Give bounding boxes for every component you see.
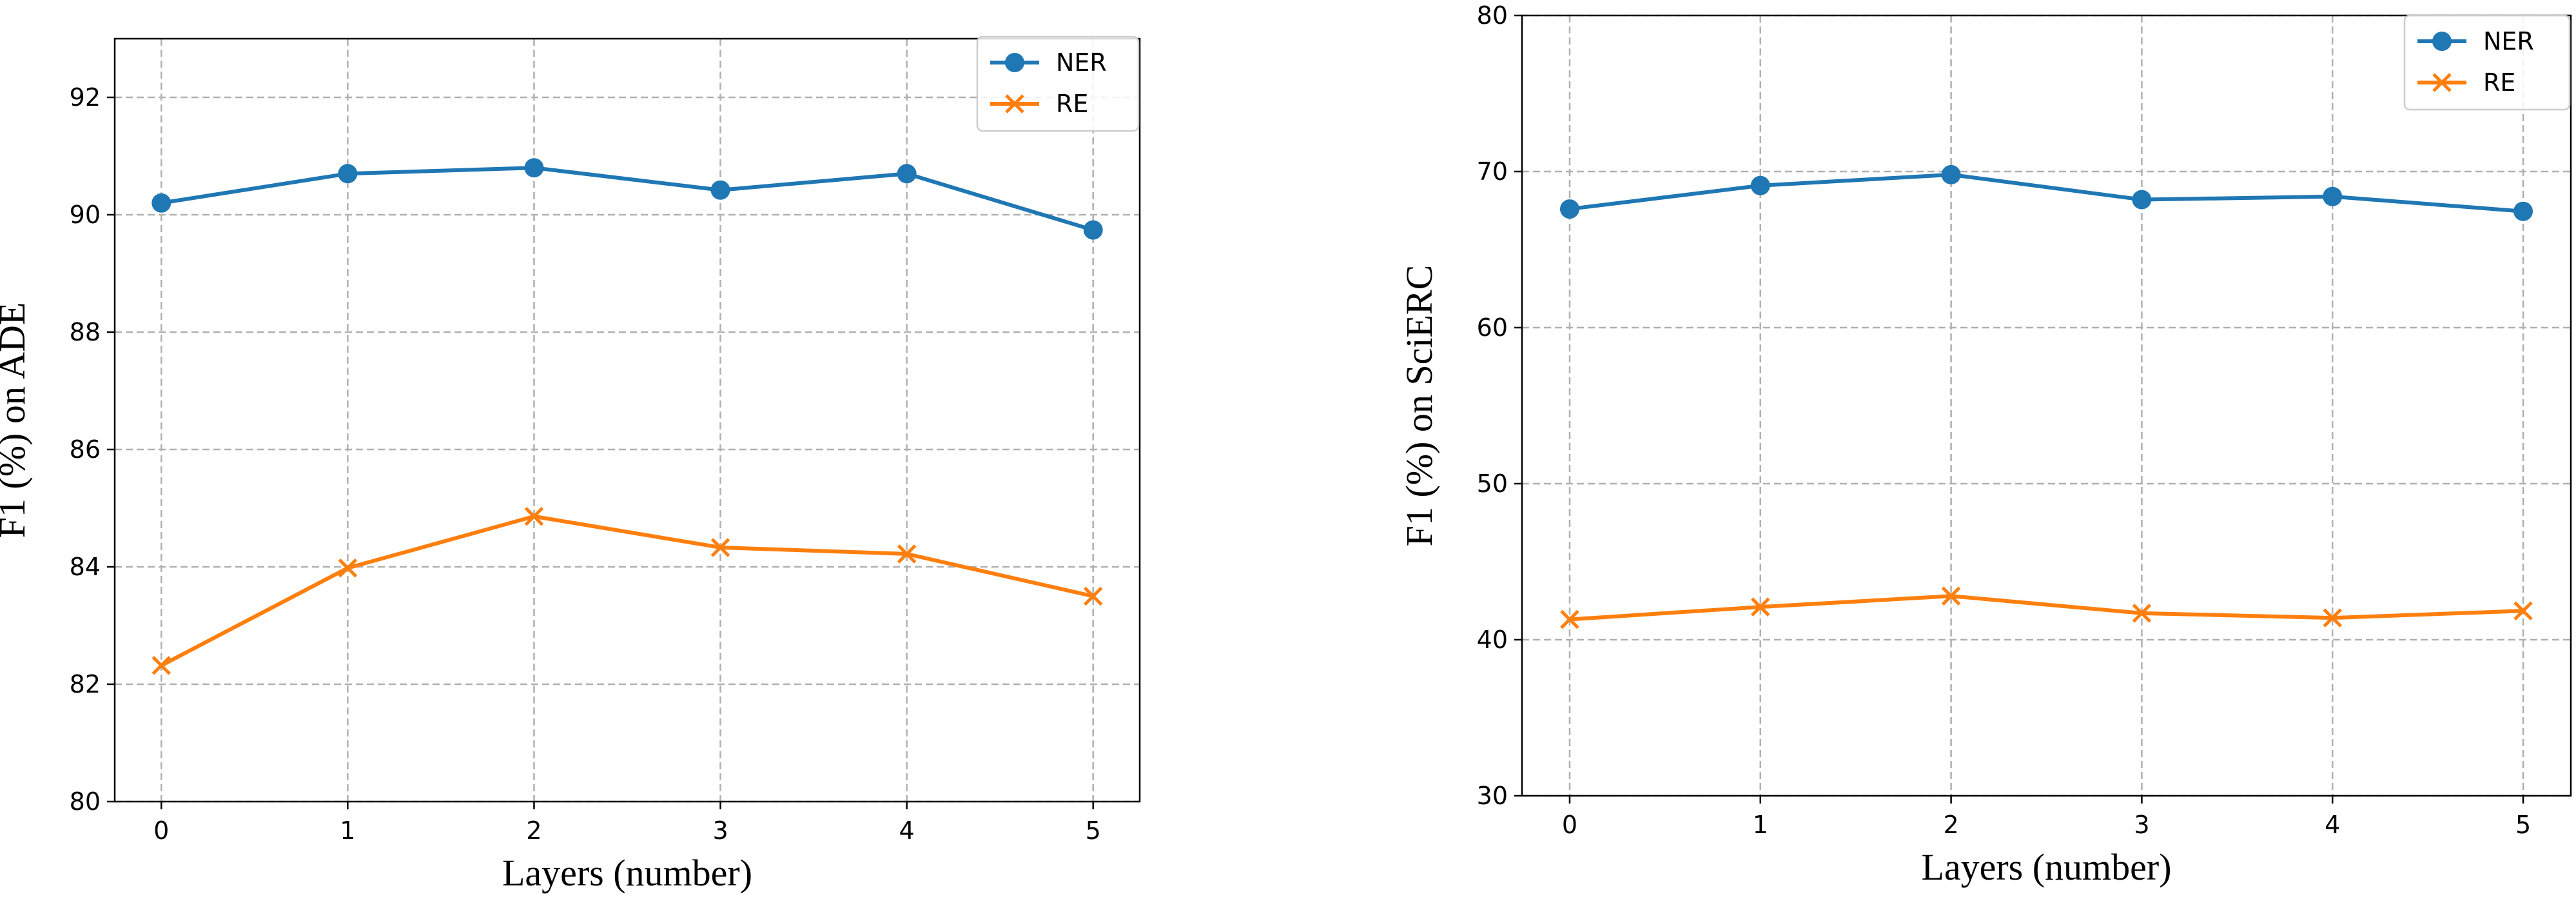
data-point-ner [897, 164, 917, 184]
legend-marker-ner [2432, 32, 2452, 51]
data-point-re [1083, 586, 1103, 606]
data-point-ner [2132, 190, 2152, 210]
y-tick-label: 60 [1477, 313, 1508, 342]
y-tick-label: 50 [1477, 469, 1508, 498]
chart-2: 0 1 2 3 4 5 30 40 50 60 70 80 Layers (number) F1 (%) … [1398, 1, 2572, 888]
y-tick-label: 90 [70, 201, 101, 229]
x-axis-title: Layers (number) [502, 852, 752, 894]
y-tick-label: 88 [70, 318, 101, 346]
series-line-ner [161, 166, 1094, 232]
y-tick-label: 30 [1477, 782, 1508, 810]
x-tick-label: 3 [2134, 811, 2149, 839]
data-point-re [524, 506, 544, 526]
data-point-re [2323, 608, 2342, 627]
data-point-ner [1941, 164, 1961, 184]
x-tick-label: 0 [1562, 811, 1577, 839]
series-line-re [160, 514, 1094, 667]
data-point-ner [1559, 199, 1579, 219]
x-tick-label: 1 [340, 816, 355, 845]
y-tick-label: 92 [70, 83, 101, 112]
chart-1: 0 1 2 3 4 5 80 82 84 86 88 90 92 Layers (number) F1 (%… [0, 35, 1141, 894]
data-point-re [151, 656, 171, 675]
data-point-ner [151, 193, 171, 213]
legend-label-ner: NER [2483, 27, 2534, 55]
y-tick-label: 86 [70, 435, 101, 464]
data-point-ner [524, 158, 544, 178]
legend-marker-re [2432, 73, 2452, 92]
series-line-re [1569, 594, 2524, 622]
x-tick-label: 2 [1943, 811, 1958, 839]
x-tick-label: 5 [2515, 811, 2531, 839]
data-point-ner [1083, 220, 1103, 240]
data-point-re [1941, 586, 1961, 606]
y-tick-label: 80 [70, 787, 101, 816]
legend-marker-ner [1005, 53, 1024, 72]
y-axis-title: F1 (%) on ADE [0, 302, 33, 538]
y-tick-label: 40 [1477, 626, 1508, 654]
x-axis-title: Layers (number) [1921, 846, 2171, 888]
data-point-ner [710, 180, 730, 200]
x-tick-label: 4 [899, 816, 915, 845]
y-tick-label: 82 [70, 670, 101, 698]
y-tick-label: 70 [1477, 157, 1508, 186]
data-point-ner [2323, 186, 2343, 206]
data-point-re [710, 538, 730, 557]
data-point-ner [2513, 201, 2533, 221]
x-tick-label: 4 [2325, 811, 2340, 839]
data-point-re [2513, 601, 2533, 620]
series-line-ner [1569, 172, 2524, 213]
data-point-ner [1750, 175, 1770, 195]
x-tick-label: 0 [153, 816, 169, 845]
x-tick-label: 1 [1753, 811, 1768, 839]
data-point-re [1751, 597, 1770, 617]
legend-label-re: RE [1056, 90, 1088, 118]
y-tick-label: 80 [1477, 1, 1508, 30]
data-point-re [338, 558, 358, 578]
x-tick-label: 5 [1086, 816, 1101, 845]
legend-label-ner: NER [1056, 48, 1107, 77]
y-tick-label: 84 [70, 553, 101, 581]
data-point-re [897, 544, 917, 564]
data-point-re [2132, 604, 2152, 623]
plot-frame [1521, 14, 2572, 797]
x-tick-label: 3 [712, 816, 728, 845]
data-point-ner [338, 164, 358, 184]
data-point-re [1560, 609, 1579, 629]
legend-label-re: RE [2483, 68, 2515, 97]
legend-marker-re [1005, 94, 1024, 114]
plot-frame [113, 37, 1141, 803]
x-tick-label: 2 [526, 816, 542, 845]
y-axis-title: F1 (%) on SciERC [1398, 265, 1440, 547]
